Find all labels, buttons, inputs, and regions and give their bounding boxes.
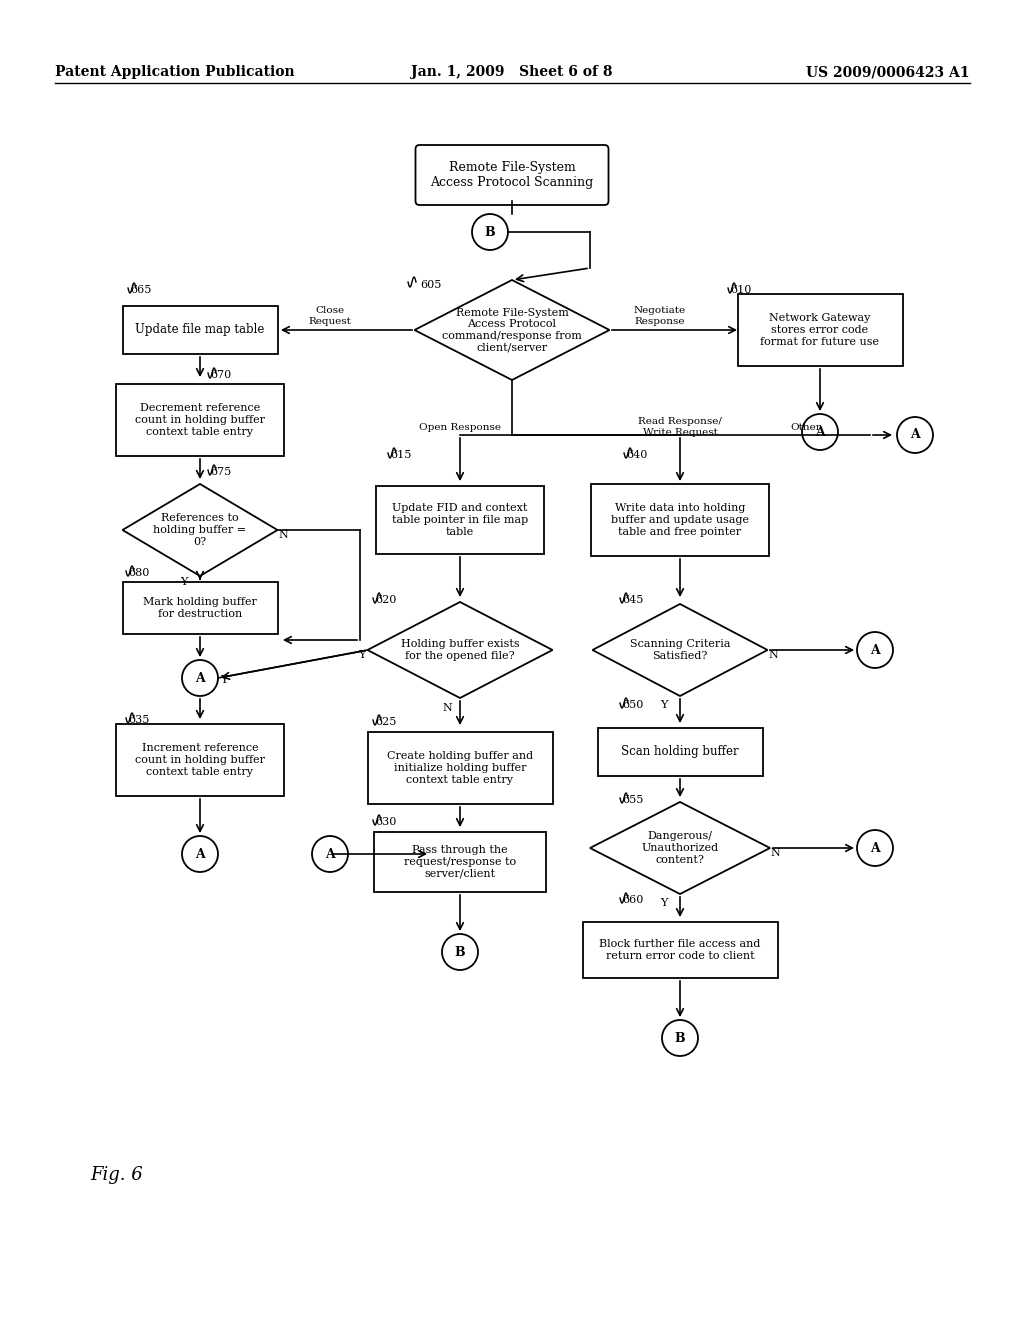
Text: Remote File-System
Access Protocol
command/response from
client/server: Remote File-System Access Protocol comma… — [442, 308, 582, 352]
Text: 680: 680 — [128, 568, 150, 578]
Text: 635: 635 — [128, 715, 150, 725]
Text: 660: 660 — [622, 895, 643, 906]
Text: Scan holding buffer: Scan holding buffer — [622, 746, 738, 759]
Text: Update FID and context
table pointer in file map
table: Update FID and context table pointer in … — [392, 503, 528, 537]
Bar — [376, 486, 544, 554]
Text: 645: 645 — [622, 595, 643, 605]
Text: Y: Y — [220, 675, 227, 685]
Polygon shape — [593, 605, 768, 696]
Polygon shape — [123, 484, 278, 576]
Bar — [123, 306, 278, 354]
FancyBboxPatch shape — [416, 145, 608, 205]
Text: Jan. 1, 2009   Sheet 6 of 8: Jan. 1, 2009 Sheet 6 of 8 — [412, 65, 612, 79]
Circle shape — [857, 830, 893, 866]
Text: Open Response: Open Response — [419, 422, 501, 432]
Text: 605: 605 — [420, 280, 441, 290]
Text: Y: Y — [358, 649, 366, 660]
Text: Y: Y — [660, 898, 668, 908]
Bar — [368, 733, 553, 804]
Circle shape — [857, 632, 893, 668]
Text: B: B — [675, 1031, 685, 1044]
Text: A: A — [910, 429, 920, 441]
Bar — [123, 582, 278, 634]
Text: 670: 670 — [210, 370, 231, 380]
Text: Y: Y — [660, 700, 668, 710]
Circle shape — [182, 660, 218, 696]
Text: Close
Request: Close Request — [308, 306, 351, 326]
Text: A: A — [815, 425, 825, 438]
Circle shape — [182, 836, 218, 873]
Text: Remote File-System
Access Protocol Scanning: Remote File-System Access Protocol Scann… — [430, 161, 594, 189]
Text: A: A — [326, 847, 335, 861]
Circle shape — [472, 214, 508, 249]
Text: US 2009/0006423 A1: US 2009/0006423 A1 — [807, 65, 970, 79]
Text: N: N — [768, 649, 778, 660]
Text: N: N — [770, 847, 779, 858]
Text: 630: 630 — [375, 817, 396, 828]
Text: Decrement reference
count in holding buffer
context table entry: Decrement reference count in holding buf… — [135, 404, 265, 437]
Text: Fig. 6: Fig. 6 — [90, 1166, 142, 1184]
Bar — [583, 921, 777, 978]
Bar — [116, 723, 284, 796]
Text: Mark holding buffer
for destruction: Mark holding buffer for destruction — [143, 597, 257, 619]
Circle shape — [662, 1020, 698, 1056]
Text: Create holding buffer and
initialize holding buffer
context table entry: Create holding buffer and initialize hol… — [387, 751, 534, 784]
Text: 650: 650 — [622, 700, 643, 710]
Text: A: A — [196, 847, 205, 861]
Polygon shape — [415, 280, 609, 380]
Text: Write data into holding
buffer and update usage
table and free pointer: Write data into holding buffer and updat… — [611, 503, 749, 537]
Text: 615: 615 — [390, 450, 412, 459]
Text: Update file map table: Update file map table — [135, 323, 264, 337]
Text: Y: Y — [180, 577, 188, 587]
Text: B: B — [455, 945, 465, 958]
Polygon shape — [590, 803, 770, 894]
Text: Patent Application Publication: Patent Application Publication — [55, 65, 295, 79]
Text: 675: 675 — [210, 467, 231, 477]
Polygon shape — [368, 602, 553, 698]
Bar — [737, 294, 902, 366]
Bar — [116, 384, 284, 455]
Text: A: A — [196, 672, 205, 685]
Circle shape — [442, 935, 478, 970]
Bar — [597, 729, 763, 776]
Text: 625: 625 — [375, 717, 396, 727]
Circle shape — [312, 836, 348, 873]
Text: Block further file access and
return error code to client: Block further file access and return err… — [599, 940, 761, 961]
Text: Negotiate
Response: Negotiate Response — [634, 306, 686, 326]
Text: Read Response/
Write Request: Read Response/ Write Request — [638, 417, 722, 437]
Bar — [374, 832, 546, 892]
Text: Pass through the
request/response to
server/client: Pass through the request/response to ser… — [403, 845, 516, 879]
Text: Other: Other — [790, 422, 821, 432]
Text: Holding buffer exists
for the opened file?: Holding buffer exists for the opened fil… — [400, 639, 519, 661]
Text: 620: 620 — [375, 595, 396, 605]
Text: A: A — [870, 842, 880, 854]
Text: References to
holding buffer =
0?: References to holding buffer = 0? — [154, 513, 247, 546]
Circle shape — [897, 417, 933, 453]
Text: Increment reference
count in holding buffer
context table entry: Increment reference count in holding buf… — [135, 743, 265, 776]
Text: Dangerous/
Unauthorized
content?: Dangerous/ Unauthorized content? — [641, 832, 719, 865]
Text: B: B — [484, 226, 496, 239]
Text: 640: 640 — [626, 450, 647, 459]
Text: 655: 655 — [622, 795, 643, 805]
Text: 665: 665 — [130, 285, 152, 294]
Text: Network Gateway
stores error code
format for future use: Network Gateway stores error code format… — [761, 313, 880, 347]
Text: 610: 610 — [730, 285, 752, 294]
Text: A: A — [870, 644, 880, 656]
Text: N: N — [442, 704, 452, 713]
Text: N: N — [278, 531, 288, 540]
Text: Scanning Criteria
Satisfied?: Scanning Criteria Satisfied? — [630, 639, 730, 661]
Circle shape — [802, 414, 838, 450]
Bar — [591, 484, 769, 556]
